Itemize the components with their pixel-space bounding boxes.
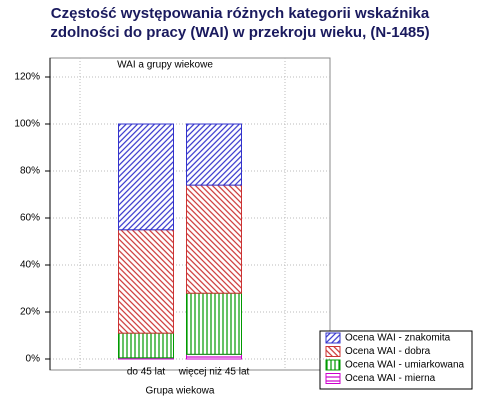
legend-label: Ocena WAI - znakomita xyxy=(345,333,451,344)
y-tick-label: 100% xyxy=(14,119,40,130)
bar-segment xyxy=(186,292,242,355)
legend-swatch xyxy=(325,373,341,384)
chart-title: Częstość występowania różnych kategorii … xyxy=(51,5,430,22)
bar-segment xyxy=(118,123,174,231)
x-tick-label: do 45 lat xyxy=(127,367,166,378)
bar-segment xyxy=(186,184,242,294)
legend-swatch xyxy=(325,346,341,357)
legend-label: Ocena WAI - dobra xyxy=(345,346,431,357)
y-tick-label: 20% xyxy=(20,307,40,318)
chart-subtitle: WAI a grupy wiekowe xyxy=(117,60,213,71)
x-axis-label: Grupa wiekowa xyxy=(146,386,215,397)
bar-segment xyxy=(186,123,242,186)
y-tick-label: 60% xyxy=(20,213,40,224)
chart-title: zdolności do pracy (WAI) w przekroju wie… xyxy=(50,24,429,41)
bar-segment xyxy=(118,332,174,359)
bar-segment xyxy=(118,229,174,334)
y-tick-label: 80% xyxy=(20,166,40,177)
legend-label: Ocena WAI - umiarkowana xyxy=(345,360,465,371)
x-tick-label: więcej niż 45 lat xyxy=(178,367,250,378)
legend-swatch xyxy=(325,359,341,371)
legend-box xyxy=(319,330,473,390)
legend-label: Ocena WAI - mierna xyxy=(345,373,436,384)
legend-swatch xyxy=(325,332,341,344)
y-tick-label: 120% xyxy=(14,72,40,83)
y-tick-label: 0% xyxy=(26,354,41,365)
y-tick-label: 40% xyxy=(20,260,40,271)
bar-segment xyxy=(186,353,242,360)
